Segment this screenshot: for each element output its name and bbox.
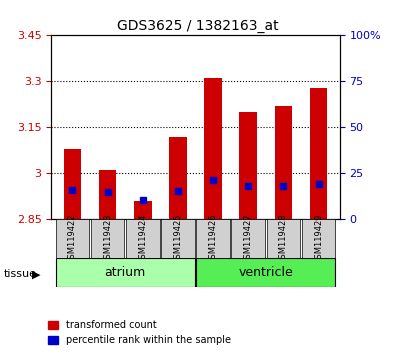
FancyBboxPatch shape	[126, 219, 160, 258]
Text: GDS3625 / 1382163_at: GDS3625 / 1382163_at	[117, 19, 278, 34]
FancyBboxPatch shape	[161, 219, 195, 258]
FancyBboxPatch shape	[196, 219, 230, 258]
Text: atrium: atrium	[105, 266, 146, 279]
FancyBboxPatch shape	[267, 219, 300, 258]
FancyBboxPatch shape	[231, 219, 265, 258]
Bar	[169, 137, 187, 219]
Legend: transformed count, percentile rank within the sample: transformed count, percentile rank withi…	[44, 316, 235, 349]
FancyBboxPatch shape	[56, 258, 195, 287]
Text: GSM119429: GSM119429	[314, 214, 323, 264]
Bar	[239, 112, 257, 219]
Bar	[204, 78, 222, 219]
Text: GSM119423: GSM119423	[103, 213, 112, 264]
Text: GSM119422: GSM119422	[68, 214, 77, 264]
FancyBboxPatch shape	[56, 219, 89, 258]
Text: GSM119425: GSM119425	[173, 214, 182, 264]
Text: tissue: tissue	[4, 269, 37, 279]
Text: GSM119427: GSM119427	[244, 213, 253, 264]
Bar	[64, 149, 81, 219]
Text: ▶: ▶	[32, 269, 41, 279]
Bar	[99, 170, 117, 219]
FancyBboxPatch shape	[302, 219, 335, 258]
Text: GSM119428: GSM119428	[279, 213, 288, 264]
Text: GSM119424: GSM119424	[138, 214, 147, 264]
Text: ventricle: ventricle	[239, 266, 293, 279]
Text: GSM119426: GSM119426	[209, 213, 218, 264]
Bar	[275, 106, 292, 219]
FancyBboxPatch shape	[91, 219, 124, 258]
Bar	[134, 201, 152, 219]
FancyBboxPatch shape	[196, 258, 335, 287]
Bar	[310, 87, 327, 219]
